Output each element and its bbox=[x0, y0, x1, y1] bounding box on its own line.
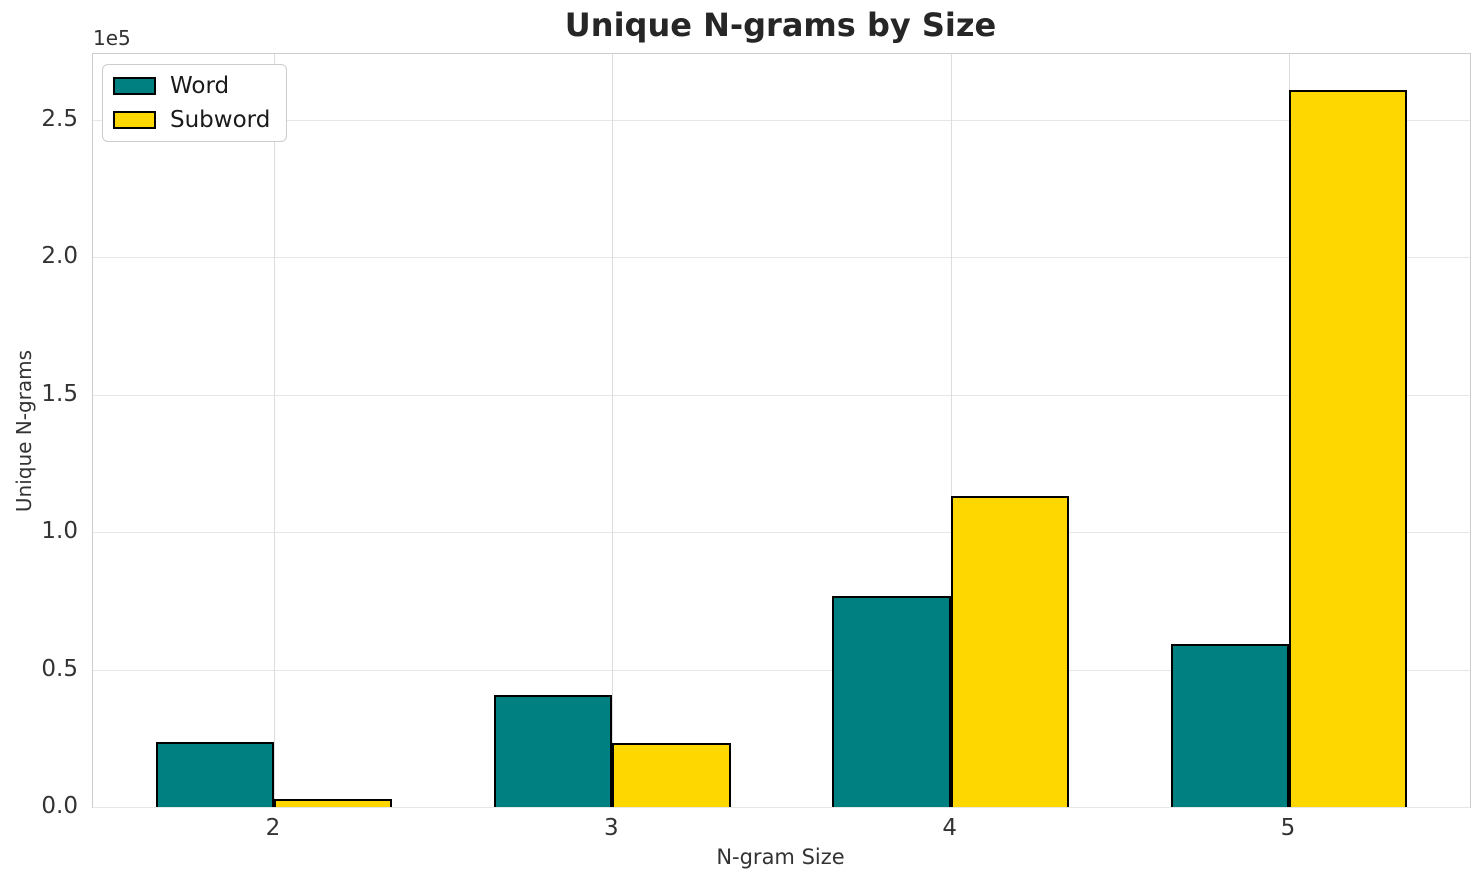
y-tick-label: 1.5 bbox=[41, 380, 78, 407]
bar-word-3 bbox=[493, 694, 613, 807]
x-axis-label: N-gram Size bbox=[716, 845, 845, 869]
chart-title: Unique N-grams by Size bbox=[564, 6, 997, 44]
bar-word-2 bbox=[155, 741, 274, 807]
legend: Word Subword bbox=[102, 64, 288, 142]
y-tick-label: 2.5 bbox=[41, 105, 78, 132]
v-gridline bbox=[274, 54, 275, 807]
y-tick-label: 1.0 bbox=[41, 518, 78, 545]
bar-word-4 bbox=[832, 595, 951, 807]
y-axis-label: Unique N-grams bbox=[12, 349, 36, 513]
h-gridline bbox=[93, 669, 1470, 671]
h-gridline bbox=[93, 257, 1470, 259]
bar-subword-2 bbox=[274, 799, 393, 807]
v-gridline bbox=[950, 54, 952, 807]
bar-subword-5 bbox=[1288, 90, 1408, 807]
bar-word-5 bbox=[1170, 643, 1289, 807]
y-tick-label: 0.0 bbox=[41, 793, 78, 819]
legend-item-word: Word bbox=[113, 73, 270, 99]
bar-subword-4 bbox=[950, 496, 1070, 807]
x-tick-label: 2 bbox=[265, 815, 281, 841]
y-tick-label: 2.0 bbox=[41, 243, 78, 270]
bar-subword-3 bbox=[612, 742, 731, 807]
h-gridline bbox=[93, 532, 1470, 534]
h-gridline bbox=[93, 119, 1470, 121]
y-tick-label: 0.5 bbox=[41, 655, 78, 682]
word-series-swatch bbox=[113, 77, 156, 95]
legend-label-subword: Subword bbox=[170, 107, 271, 133]
y-axis-offset-text: 1e5 bbox=[93, 26, 131, 50]
x-tick-label: 4 bbox=[942, 815, 957, 841]
h-gridline bbox=[93, 394, 1470, 396]
x-tick-label: 3 bbox=[604, 815, 619, 841]
legend-item-subword: Subword bbox=[113, 107, 270, 133]
v-gridline bbox=[612, 54, 614, 807]
x-tick-label: 5 bbox=[1280, 815, 1296, 841]
plot-area: Word Subword bbox=[92, 53, 1471, 808]
subword-series-swatch bbox=[113, 111, 156, 129]
h-gridline bbox=[93, 807, 1470, 808]
legend-label-word: Word bbox=[170, 73, 230, 99]
